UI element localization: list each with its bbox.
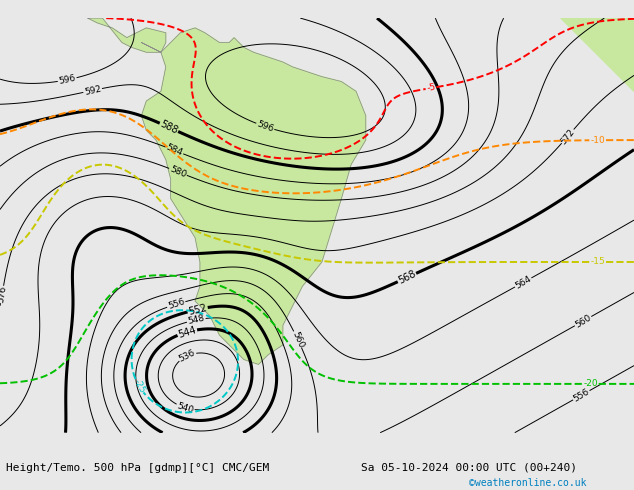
Text: 556: 556	[572, 387, 591, 404]
Polygon shape	[561, 18, 634, 91]
Text: 592: 592	[83, 84, 102, 97]
Text: 596: 596	[58, 74, 77, 86]
Text: -15: -15	[590, 257, 605, 267]
Polygon shape	[141, 28, 366, 365]
Text: 596: 596	[256, 120, 275, 134]
Text: 584: 584	[165, 143, 184, 158]
Text: 552: 552	[187, 302, 208, 317]
Text: 536: 536	[178, 348, 197, 364]
Text: 588: 588	[158, 119, 179, 136]
Text: 560: 560	[573, 313, 593, 329]
Text: Sa 05-10-2024 00:00 UTC (00+240): Sa 05-10-2024 00:00 UTC (00+240)	[361, 463, 578, 472]
Text: 564: 564	[514, 274, 533, 291]
Polygon shape	[87, 18, 166, 52]
Text: 540: 540	[176, 401, 195, 415]
Text: ©weatheronline.co.uk: ©weatheronline.co.uk	[469, 478, 586, 488]
Text: 576: 576	[0, 285, 8, 304]
Text: -5: -5	[426, 83, 436, 93]
Text: 544: 544	[177, 324, 197, 340]
Text: 560: 560	[290, 330, 305, 349]
Text: -10: -10	[590, 136, 605, 145]
Text: 572: 572	[559, 127, 576, 146]
Text: 568: 568	[396, 269, 417, 286]
Text: 548: 548	[187, 314, 205, 326]
Text: 556: 556	[167, 297, 186, 311]
Text: 580: 580	[169, 164, 188, 179]
Text: -20: -20	[583, 379, 598, 389]
Text: Height/Temo. 500 hPa [gdmp][°C] CMC/GEM: Height/Temo. 500 hPa [gdmp][°C] CMC/GEM	[6, 463, 269, 472]
Text: -25: -25	[132, 377, 146, 394]
